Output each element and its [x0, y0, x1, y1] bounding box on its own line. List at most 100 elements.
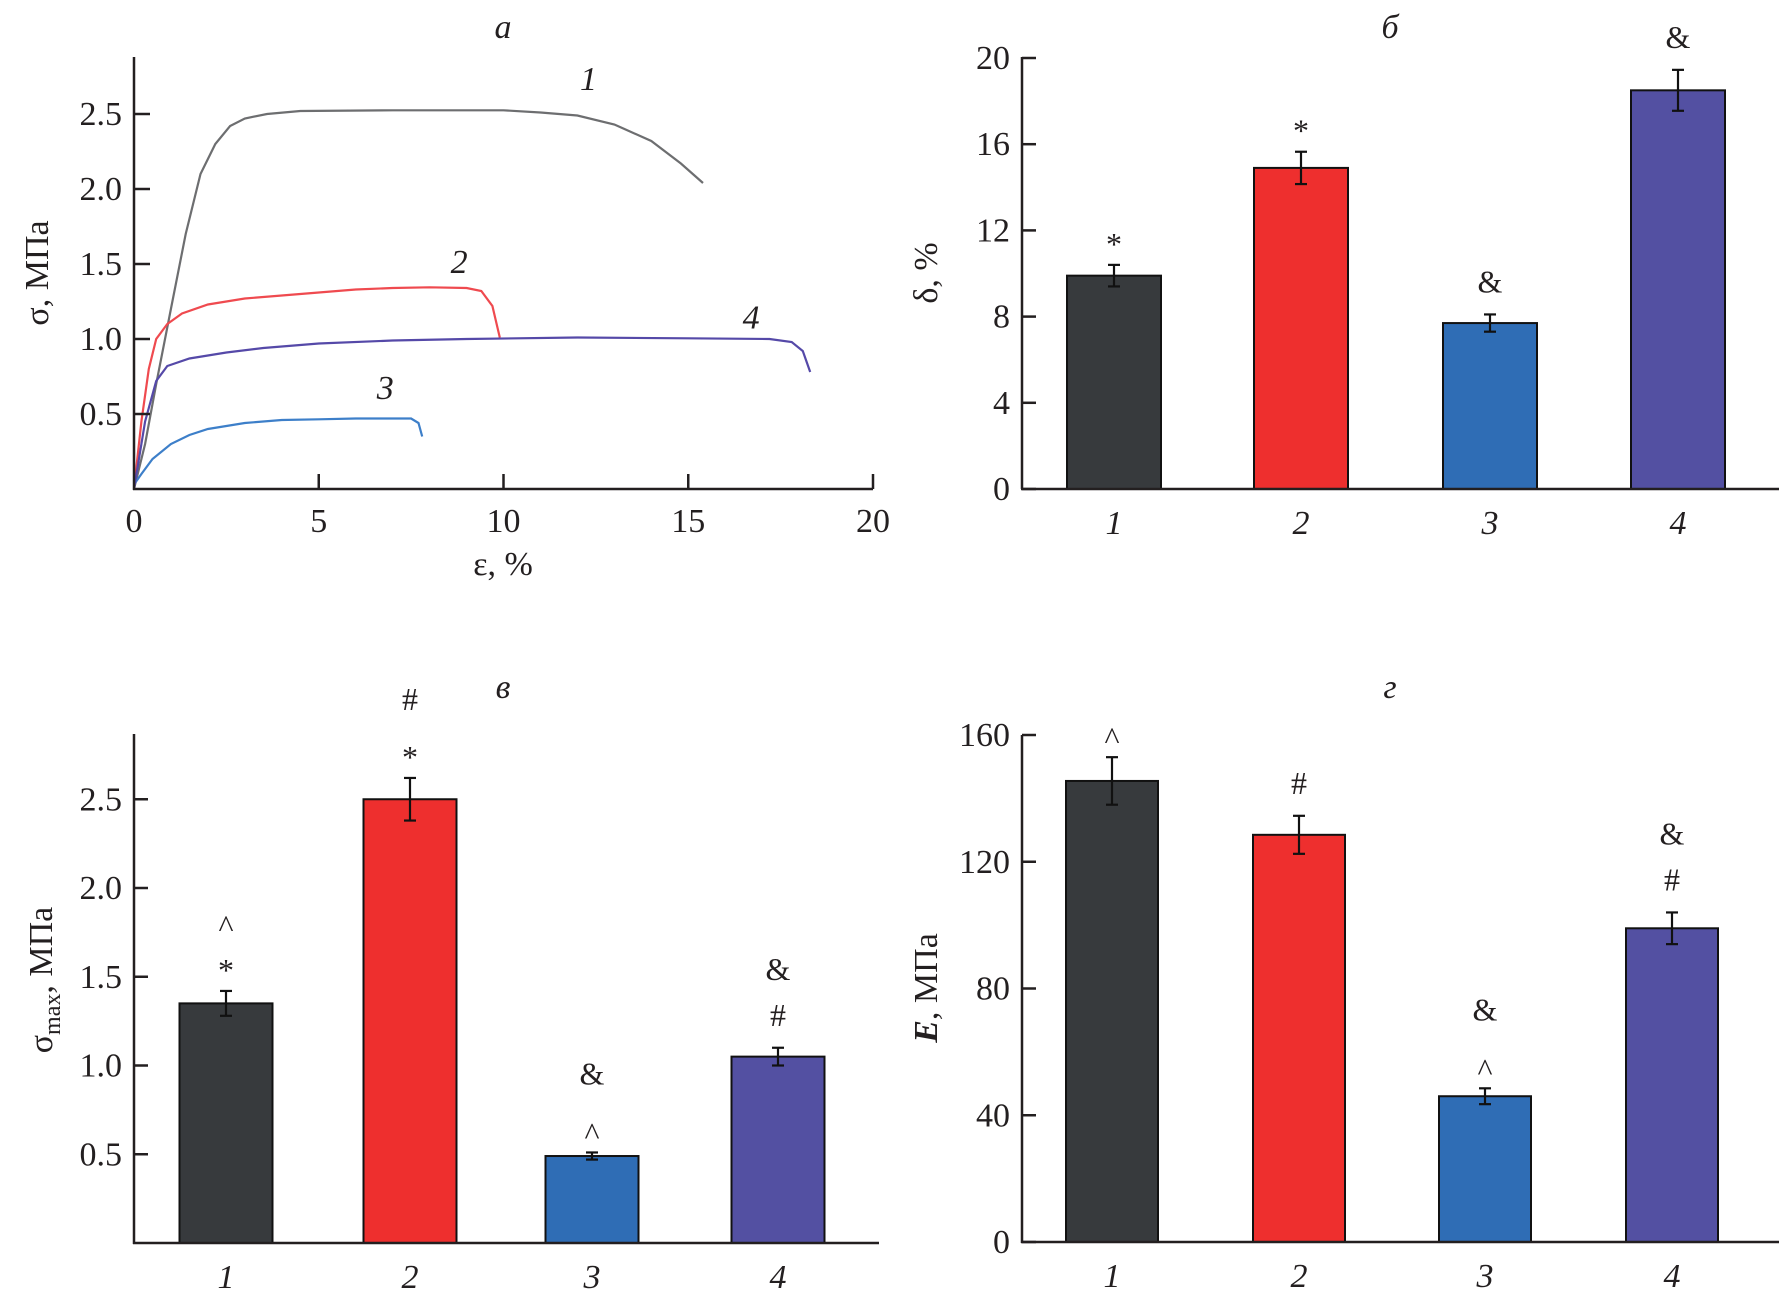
y-axis-label-units: , МПа: [908, 933, 945, 1020]
x-tick-label: 5: [310, 503, 327, 540]
significance-mark: ^: [1477, 1051, 1492, 1087]
significance-mark: *: [402, 739, 418, 775]
y-tick-label: 16: [976, 126, 1010, 163]
curve-label-2: 2: [451, 244, 468, 281]
x-category-label-1: 1: [1106, 505, 1123, 542]
x-category-label-4: 4: [1670, 505, 1687, 542]
significance-mark: *: [218, 952, 234, 988]
y-tick-label: 40: [976, 1097, 1010, 1134]
y-axis-label-units: , МПа: [23, 907, 60, 994]
significance-mark: ^: [218, 908, 233, 944]
y-tick-label: 0: [993, 471, 1010, 508]
y-tick-label: 1.0: [80, 1048, 123, 1085]
x-category-label-3: 3: [583, 1259, 601, 1296]
bars: ^ # ^ & # &: [1065, 720, 1719, 1244]
y-axis-label: σmax, МПа: [23, 907, 66, 1054]
significance-mark: &: [1660, 815, 1685, 851]
panel-letter-g: г: [1383, 669, 1396, 706]
curve-label-1: 1: [580, 61, 597, 98]
curve-label-4: 4: [743, 300, 760, 337]
panel-v-max-stress: в * ^ * # ^ & # & 1 2 3 4 0.5 1.0 1.5 2.0 2.5 σmax, МПа: [23, 669, 879, 1296]
bar-3: [544, 1155, 640, 1245]
bars: * ^ * # ^ & # &: [178, 681, 826, 1245]
curve-4: [132, 336, 812, 490]
y-tick-label: 2.0: [80, 870, 123, 907]
curve-3: [133, 417, 424, 486]
bar-3: [1438, 1095, 1532, 1244]
y-tick-label: 2.5: [80, 781, 123, 818]
bar-2: [362, 798, 458, 1244]
significance-mark: #: [1291, 765, 1307, 801]
y-tick-label: 12: [976, 212, 1010, 249]
x-category-label-2: 2: [402, 1259, 419, 1296]
curve-1: [132, 109, 704, 490]
panel-a-stress-strain: а 1 2 3 4 0 5 10 15 20 0.5 1.0 1.5 2.0 2.5 ε, % σ, М…: [19, 9, 890, 583]
significance-mark: #: [770, 997, 786, 1033]
y-tick-label: 8: [993, 299, 1010, 336]
bar-4: [1630, 89, 1726, 490]
y-tick-label: 1.0: [80, 321, 123, 358]
x-category-label-1: 1: [1104, 1258, 1121, 1295]
x-category-label-3: 3: [1481, 505, 1499, 542]
y-axis-label-main: E: [908, 1020, 945, 1044]
significance-mark: &: [1478, 263, 1503, 299]
y-tick-label: 0.5: [80, 1136, 123, 1173]
y-tick-label: 1.5: [80, 959, 123, 996]
stress-strain-curves: 1 2 3 4: [132, 61, 812, 490]
x-category-label-1: 1: [218, 1259, 235, 1296]
x-category-label-3: 3: [1476, 1258, 1494, 1295]
axis-ticks: 0 5 10 15 20 0.5 1.0 1.5 2.0 2.5: [80, 96, 891, 540]
x-category-label-4: 4: [770, 1259, 787, 1296]
y-tick-label: 160: [959, 717, 1010, 754]
significance-mark: &: [1473, 991, 1498, 1027]
x-category-label-4: 4: [1664, 1258, 1681, 1295]
significance-mark: &: [580, 1055, 605, 1091]
x-category-label-2: 2: [1291, 1258, 1308, 1295]
panel-letter-v: в: [496, 669, 511, 706]
x-axis-label: ε, %: [473, 546, 533, 583]
y-axis-label-main: σ: [23, 1035, 60, 1053]
x-tick-label: 20: [856, 503, 890, 540]
y-tick-label: 4: [993, 385, 1010, 422]
curve-2: [132, 286, 501, 490]
bar-2: [1253, 166, 1349, 490]
y-tick-label: 120: [959, 844, 1010, 881]
y-tick-label: 1.5: [80, 246, 123, 283]
x-tick-label: 15: [671, 503, 705, 540]
panel-letter-a: а: [495, 9, 512, 46]
bars: * * & &: [1066, 19, 1726, 490]
significance-mark: &: [766, 951, 791, 987]
bar-1: [178, 1002, 274, 1244]
y-tick-label: 0: [993, 1224, 1010, 1261]
bar-4: [730, 1055, 826, 1244]
y-axis-label-subscript: max: [40, 994, 66, 1035]
panel-letter-b: б: [1381, 9, 1400, 46]
bar-2: [1252, 833, 1346, 1243]
significance-mark: *: [1293, 113, 1309, 149]
bar-3: [1442, 322, 1538, 490]
significance-mark: ^: [584, 1115, 599, 1151]
significance-mark: #: [402, 681, 418, 717]
x-tick-label: 10: [487, 503, 521, 540]
significance-mark: *: [1106, 226, 1122, 262]
y-axis-label: E, МПа: [908, 933, 945, 1044]
significance-mark: &: [1666, 19, 1691, 55]
y-tick-label: 0.5: [80, 396, 123, 433]
y-tick-label: 80: [976, 971, 1010, 1008]
significance-mark: ^: [1104, 720, 1119, 756]
x-tick-label: 0: [126, 503, 143, 540]
y-axis-label: σ, МПа: [19, 220, 56, 325]
bar-1: [1065, 779, 1159, 1244]
bar-1: [1066, 274, 1162, 490]
significance-mark: #: [1664, 861, 1680, 897]
bar-4: [1625, 927, 1719, 1243]
x-category-label-2: 2: [1293, 505, 1310, 542]
y-tick-label: 2.0: [80, 171, 123, 208]
y-tick-label: 2.5: [80, 96, 123, 133]
y-axis-label: δ, %: [908, 242, 945, 303]
